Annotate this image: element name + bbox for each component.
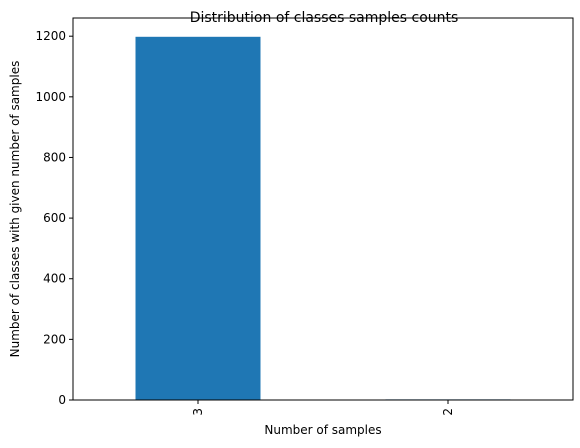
- y-tick-label-400: 400: [43, 272, 66, 286]
- bars-layer: [135, 36, 511, 401]
- y-axis-ticks: 0 200 400 600 800 1000 1200: [35, 29, 73, 407]
- y-tick-label-800: 800: [43, 150, 66, 164]
- x-axis-label: Number of samples: [264, 423, 381, 437]
- y-tick-label-0: 0: [58, 393, 66, 407]
- x-tick-label-3: 3: [191, 408, 205, 416]
- y-axis-label: Number of classes with given number of s…: [8, 61, 22, 358]
- y-tick-label-1000: 1000: [35, 90, 66, 104]
- y-tick-label-600: 600: [43, 211, 66, 225]
- bar-3: [135, 36, 261, 401]
- plot-frame: [72, 17, 574, 401]
- y-tick-label-200: 200: [43, 332, 66, 346]
- y-tick-label-1200: 1200: [35, 29, 66, 43]
- x-tick-label-2: 2: [441, 408, 455, 416]
